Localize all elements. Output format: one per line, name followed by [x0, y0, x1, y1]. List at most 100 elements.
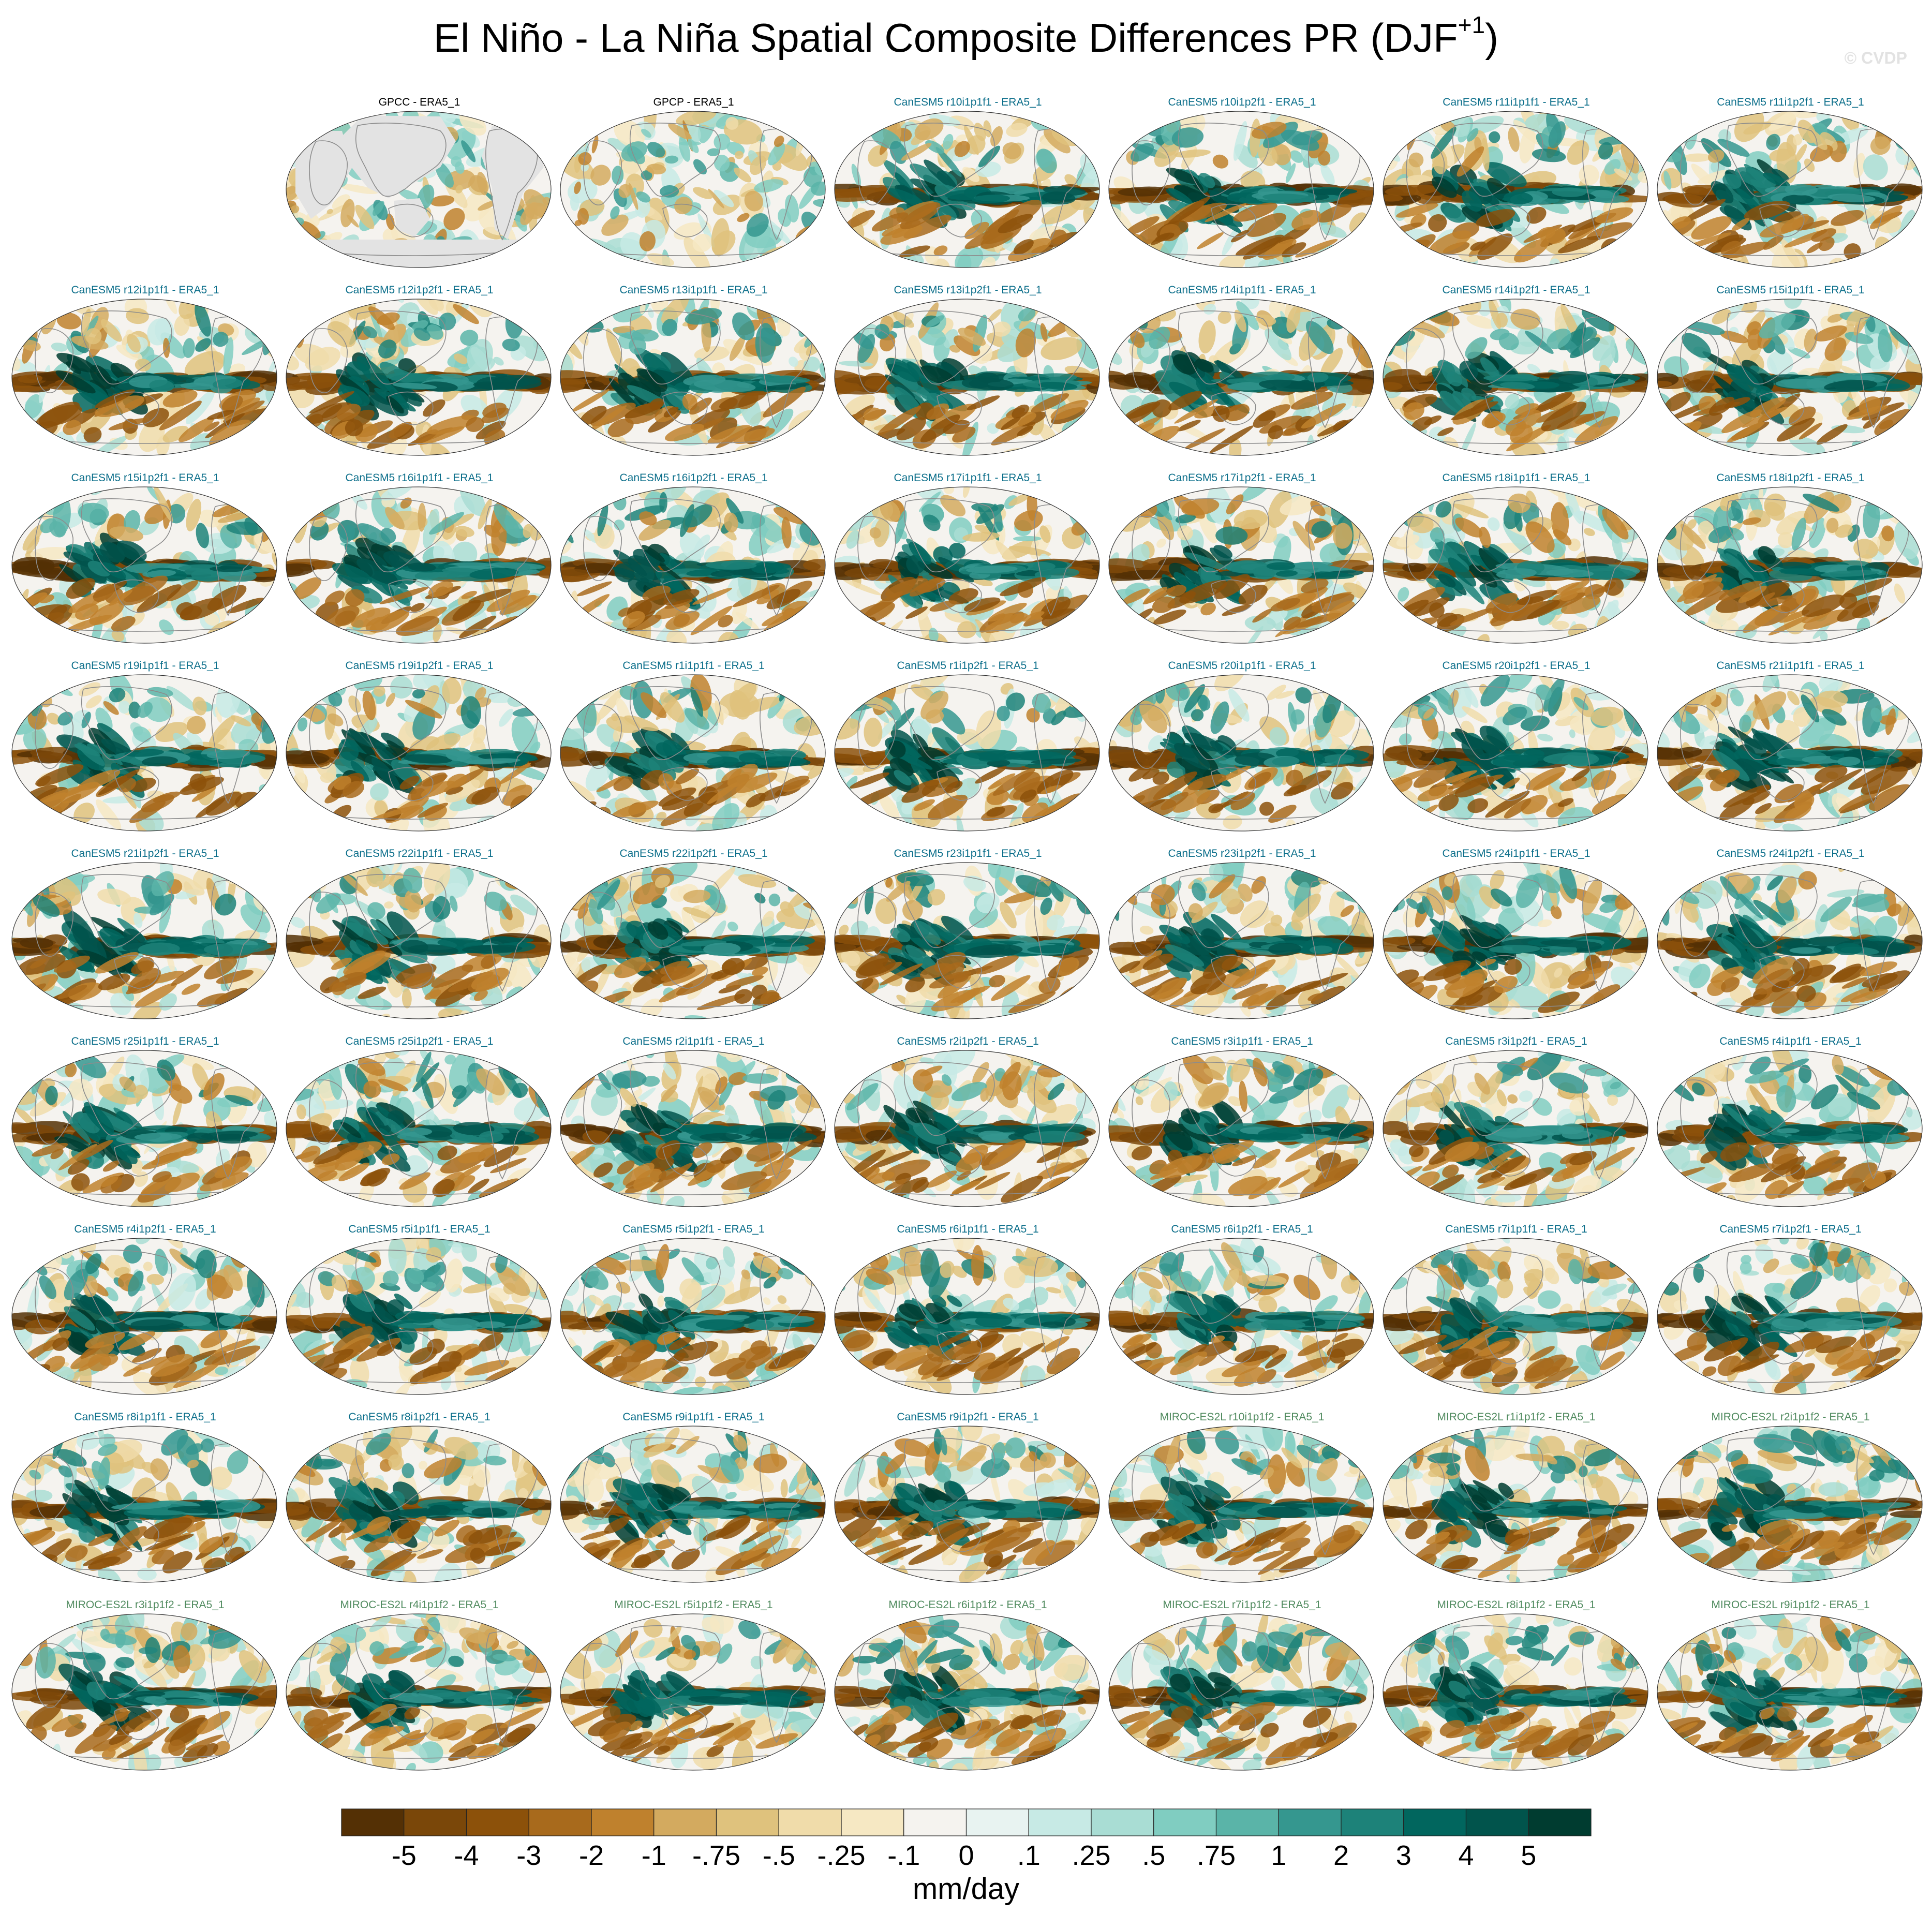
precip-anomaly-patch	[1068, 111, 1090, 122]
precip-anomaly-patch	[679, 532, 705, 560]
precip-anomaly-patch	[1708, 396, 1735, 416]
precip-anomaly-patch	[590, 165, 611, 186]
precip-anomaly-patch	[1626, 111, 1640, 129]
precip-anomaly-patch	[159, 400, 202, 431]
precip-anomaly-patch	[924, 159, 958, 190]
precip-anomaly-patch	[954, 335, 980, 357]
precip-anomaly-patch	[1320, 348, 1343, 377]
precip-anomaly-patch	[763, 387, 806, 418]
precip-anomaly-patch	[443, 208, 465, 230]
precip-anomaly-patch	[1225, 404, 1250, 421]
precip-anomaly-patch	[310, 675, 324, 684]
precip-anomaly-patch	[261, 675, 277, 693]
precip-anomaly-patch	[846, 632, 876, 643]
precip-anomaly-patch	[1396, 203, 1438, 218]
precip-anomaly-patch	[618, 184, 632, 198]
map-frame	[834, 111, 1100, 268]
panel-title: GPCC - ERA5_1	[378, 96, 460, 108]
precip-anomaly-patch	[1109, 487, 1132, 503]
precip-anomaly-patch	[1021, 611, 1045, 622]
precip-anomaly-patch	[357, 523, 391, 546]
precip-anomaly-patch	[560, 569, 589, 576]
precip-anomaly-patch	[203, 421, 220, 432]
precip-anomaly-patch	[978, 145, 1001, 168]
precip-anomaly-patch	[940, 495, 966, 517]
precip-anomaly-patch	[844, 394, 875, 414]
panel-title: CanESM5 r16i1p2f1 - ERA5_1	[619, 472, 768, 484]
precip-anomaly-patch	[636, 191, 650, 203]
precip-anomaly-patch	[1824, 337, 1847, 361]
precip-anomaly-patch	[509, 299, 531, 312]
precip-anomaly-patch	[178, 564, 218, 571]
precip-anomaly-patch	[494, 111, 534, 122]
precip-anomaly-patch	[1904, 429, 1922, 438]
precip-anomaly-patch	[835, 628, 860, 643]
panel-title: CanESM5 r13i1p1f1 - ERA5_1	[619, 284, 768, 296]
map-frame	[1657, 299, 1923, 456]
precip-anomaly-patch	[1038, 381, 1078, 390]
precip-anomaly-patch	[587, 405, 627, 433]
precip-anomaly-patch	[180, 605, 202, 620]
precip-anomaly-patch	[1498, 333, 1519, 350]
precip-anomaly-patch	[1064, 174, 1078, 187]
precip-anomaly-patch	[1447, 372, 1462, 387]
precip-anomaly-patch	[612, 166, 624, 185]
precip-anomaly-patch	[191, 568, 226, 582]
precip-anomaly-patch	[469, 568, 519, 580]
precip-anomaly-patch	[355, 204, 375, 229]
precip-anomaly-patch	[1759, 313, 1796, 339]
precip-anomaly-patch	[167, 580, 198, 602]
panel-grid: GPCC - ERA5_1 GPCP - ERA5_1 CanESM5 r10i1p…	[11, 96, 1923, 1771]
precip-anomaly-patch	[345, 589, 365, 607]
precip-anomaly-patch	[509, 299, 532, 312]
map-panel: GPCC - ERA5_1	[284, 96, 555, 275]
precip-anomaly-patch	[690, 605, 733, 635]
precip-anomaly-patch	[1002, 142, 1022, 159]
precip-anomaly-patch	[1015, 328, 1036, 358]
precip-anomaly-patch	[32, 677, 55, 698]
precip-anomaly-patch	[732, 585, 780, 607]
precip-anomaly-patch	[560, 628, 577, 643]
precip-anomaly-patch	[1567, 140, 1589, 165]
precip-anomaly-patch	[842, 505, 857, 522]
map-svg	[1108, 111, 1374, 268]
precip-anomaly-patch	[29, 687, 40, 700]
precip-anomaly-patch	[1350, 487, 1374, 507]
map-panel: CanESM5 r18i1p1f1 - ERA5_1	[1380, 472, 1652, 650]
precip-anomaly-patch	[917, 578, 946, 593]
precip-anomaly-patch	[985, 232, 1014, 244]
precip-anomaly-patch	[942, 420, 970, 434]
map-panel: CanESM5 r16i1p2f1 - ERA5_1	[558, 472, 829, 650]
precip-anomaly-patch	[844, 210, 875, 229]
precip-anomaly-patch	[984, 613, 1028, 633]
precip-anomaly-patch	[1258, 379, 1317, 392]
precip-anomaly-patch	[837, 234, 860, 249]
map-panel: CanESM5 r19i1p2f1 - ERA5_1	[284, 660, 555, 838]
precip-anomaly-patch	[705, 561, 757, 570]
precip-anomaly-patch	[782, 438, 797, 455]
precip-anomaly-patch	[1816, 424, 1848, 445]
precip-anomaly-patch	[1782, 195, 1814, 204]
precip-anomaly-patch	[790, 299, 818, 316]
precip-anomaly-patch	[1262, 122, 1298, 149]
precip-anomaly-patch	[413, 328, 430, 341]
precip-anomaly-patch	[1345, 391, 1374, 407]
precip-anomaly-patch	[948, 588, 978, 605]
precip-anomaly-patch	[1174, 149, 1211, 158]
precip-anomaly-patch	[458, 615, 496, 639]
precip-anomaly-patch	[1062, 310, 1077, 323]
precip-anomaly-patch	[242, 487, 264, 500]
precip-anomaly-patch	[212, 378, 243, 389]
precip-anomaly-patch	[737, 213, 750, 222]
precip-anomaly-patch	[351, 607, 391, 628]
precip-anomaly-patch	[1285, 163, 1296, 183]
precip-anomaly-patch	[233, 299, 249, 308]
precip-anomaly-patch	[726, 498, 744, 524]
precip-anomaly-patch	[489, 562, 545, 569]
precip-anomaly-patch	[302, 675, 316, 689]
precip-anomaly-patch	[733, 427, 775, 444]
precip-anomaly-patch	[1707, 149, 1725, 163]
precip-anomaly-patch	[12, 632, 33, 643]
precip-anomaly-patch	[610, 206, 620, 219]
precip-anomaly-patch	[905, 606, 928, 619]
